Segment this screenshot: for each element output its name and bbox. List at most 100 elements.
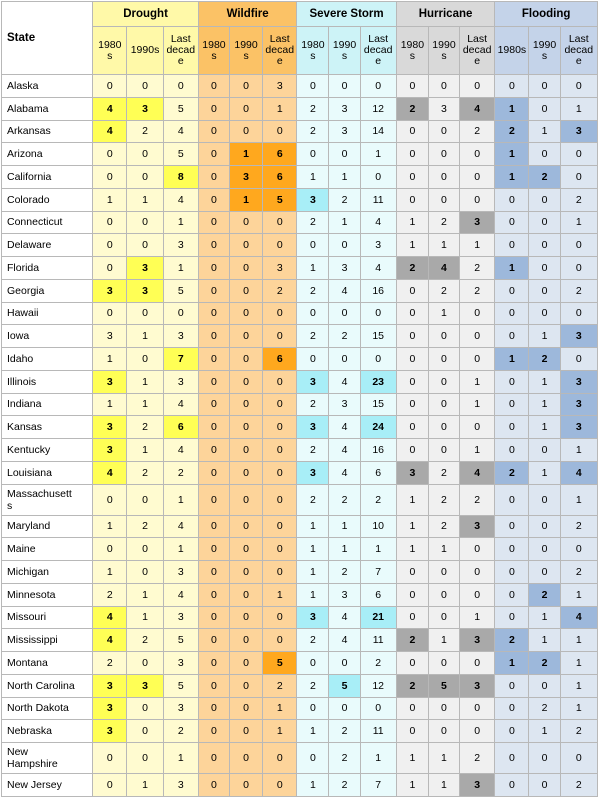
value-cell: 0 [228,483,264,516]
value-cell: 1 [296,256,330,280]
value-cell: 3 [162,696,199,721]
value-cell: 1 [92,514,128,539]
value-cell: 0 [459,560,496,584]
value-cell: 15 [359,324,397,348]
value-cell: 0 [494,392,530,417]
state-name-cell: Idaho [0,347,94,371]
value-cell: 3 [92,324,128,348]
value-cell: 1 [126,605,164,630]
value-cell: 3 [162,605,199,630]
value-cell: 0 [197,605,230,630]
value-cell: 2 [427,210,461,235]
value-cell: 1 [296,773,330,797]
value-cell: 0 [328,142,361,166]
value-cell: 0 [459,651,496,675]
value-cell: 7 [162,347,199,371]
value-cell: 0 [395,301,429,326]
value-cell: 1 [528,460,561,485]
value-cell: 0 [395,142,429,166]
value-cell: 2 [162,719,199,743]
value-cell: 0 [262,210,298,235]
value-cell: 1 [494,651,530,675]
value-cell: 0 [126,696,164,721]
value-cell: 0 [197,392,230,417]
value-cell: 3 [92,673,128,698]
value-cell: 16 [359,438,397,462]
value-cell: 0 [494,742,530,774]
value-cell: 1 [494,96,530,121]
value-cell: 2 [296,119,330,144]
value-cell: 0 [427,187,461,212]
value-cell: 10 [359,514,397,539]
value-cell: 1 [126,369,164,394]
value-cell: 0 [494,560,530,584]
state-name-cell: Alabama [0,96,94,121]
table-row: Connecticut 0 0 1 0 0 0 2 1 4 1 2 3 0 0 1 [0,210,599,235]
value-cell: 0 [92,74,128,98]
value-cell: 0 [427,165,461,189]
value-cell: 4 [459,460,496,485]
value-cell: 0 [228,560,264,584]
value-cell: 4 [162,119,199,144]
value-cell: 0 [328,347,361,371]
value-cell: 0 [494,369,530,394]
value-cell: 0 [126,742,164,774]
value-cell: 1 [92,392,128,417]
value-cell: 2 [427,514,461,539]
value-cell: 0 [197,96,230,121]
value-cell: 0 [126,210,164,235]
value-cell: 2 [328,560,361,584]
state-name-cell: Connecticut [0,210,94,235]
value-cell: 1 [395,210,429,235]
value-cell: 1 [162,742,199,774]
value-cell: 3 [459,673,496,698]
value-cell: 0 [494,673,530,698]
value-cell: 4 [92,628,128,652]
value-cell: 2 [162,460,199,485]
value-cell: 3 [126,96,164,121]
value-cell: 2 [559,719,599,743]
value-cell: 2 [427,483,461,516]
value-cell: 0 [228,347,264,371]
severe-storm-group-header: Severe Storm [296,1,397,27]
value-cell: 0 [92,301,128,326]
value-cell: 0 [494,582,530,607]
value-cell: 0 [262,324,298,348]
state-name-cell: Louisiana [0,460,94,485]
state-name-cell: Alaska [0,74,94,98]
value-cell: 0 [494,719,530,743]
value-cell: 2 [528,696,561,721]
value-cell: 0 [559,256,599,280]
value-cell: 4 [559,605,599,630]
group-header-row: State Drought Wildfire Severe Storm Hurr… [0,1,598,75]
value-cell: 0 [197,696,230,721]
value-cell: 4 [328,605,361,630]
value-cell: 0 [427,392,461,417]
value-cell: 0 [559,142,599,166]
value-cell: 16 [359,278,397,303]
value-cell: 0 [559,347,599,371]
table-row: Kentucky 3 1 4 0 0 0 2 4 16 0 0 1 0 0 1 [0,438,599,462]
value-cell: 0 [126,560,164,584]
value-cell: 0 [427,651,461,675]
value-cell: 0 [126,651,164,675]
value-cell: 3 [559,369,599,394]
value-cell: 0 [197,165,230,189]
table-row: Idaho 1 0 7 0 0 6 0 0 0 0 0 0 1 2 0 [0,347,599,371]
wildfire-group-header: Wildfire [197,1,298,27]
value-cell: 0 [559,165,599,189]
value-cell: 0 [92,165,128,189]
value-cell: 0 [92,142,128,166]
value-cell: 4 [427,256,461,280]
value-cell: 4 [162,582,199,607]
value-cell: 5 [262,651,298,675]
table-row: Massachusett s 0 0 1 0 0 0 2 2 2 1 2 2 0 0 1 [0,483,599,516]
table-row: Mississippi 4 2 5 0 0 0 2 4 11 2 1 3 2 1 1 [0,628,599,652]
value-cell: 0 [197,119,230,144]
value-cell: 0 [494,324,530,348]
value-cell: 0 [395,392,429,417]
value-cell: 0 [228,719,264,743]
value-cell: 0 [395,165,429,189]
